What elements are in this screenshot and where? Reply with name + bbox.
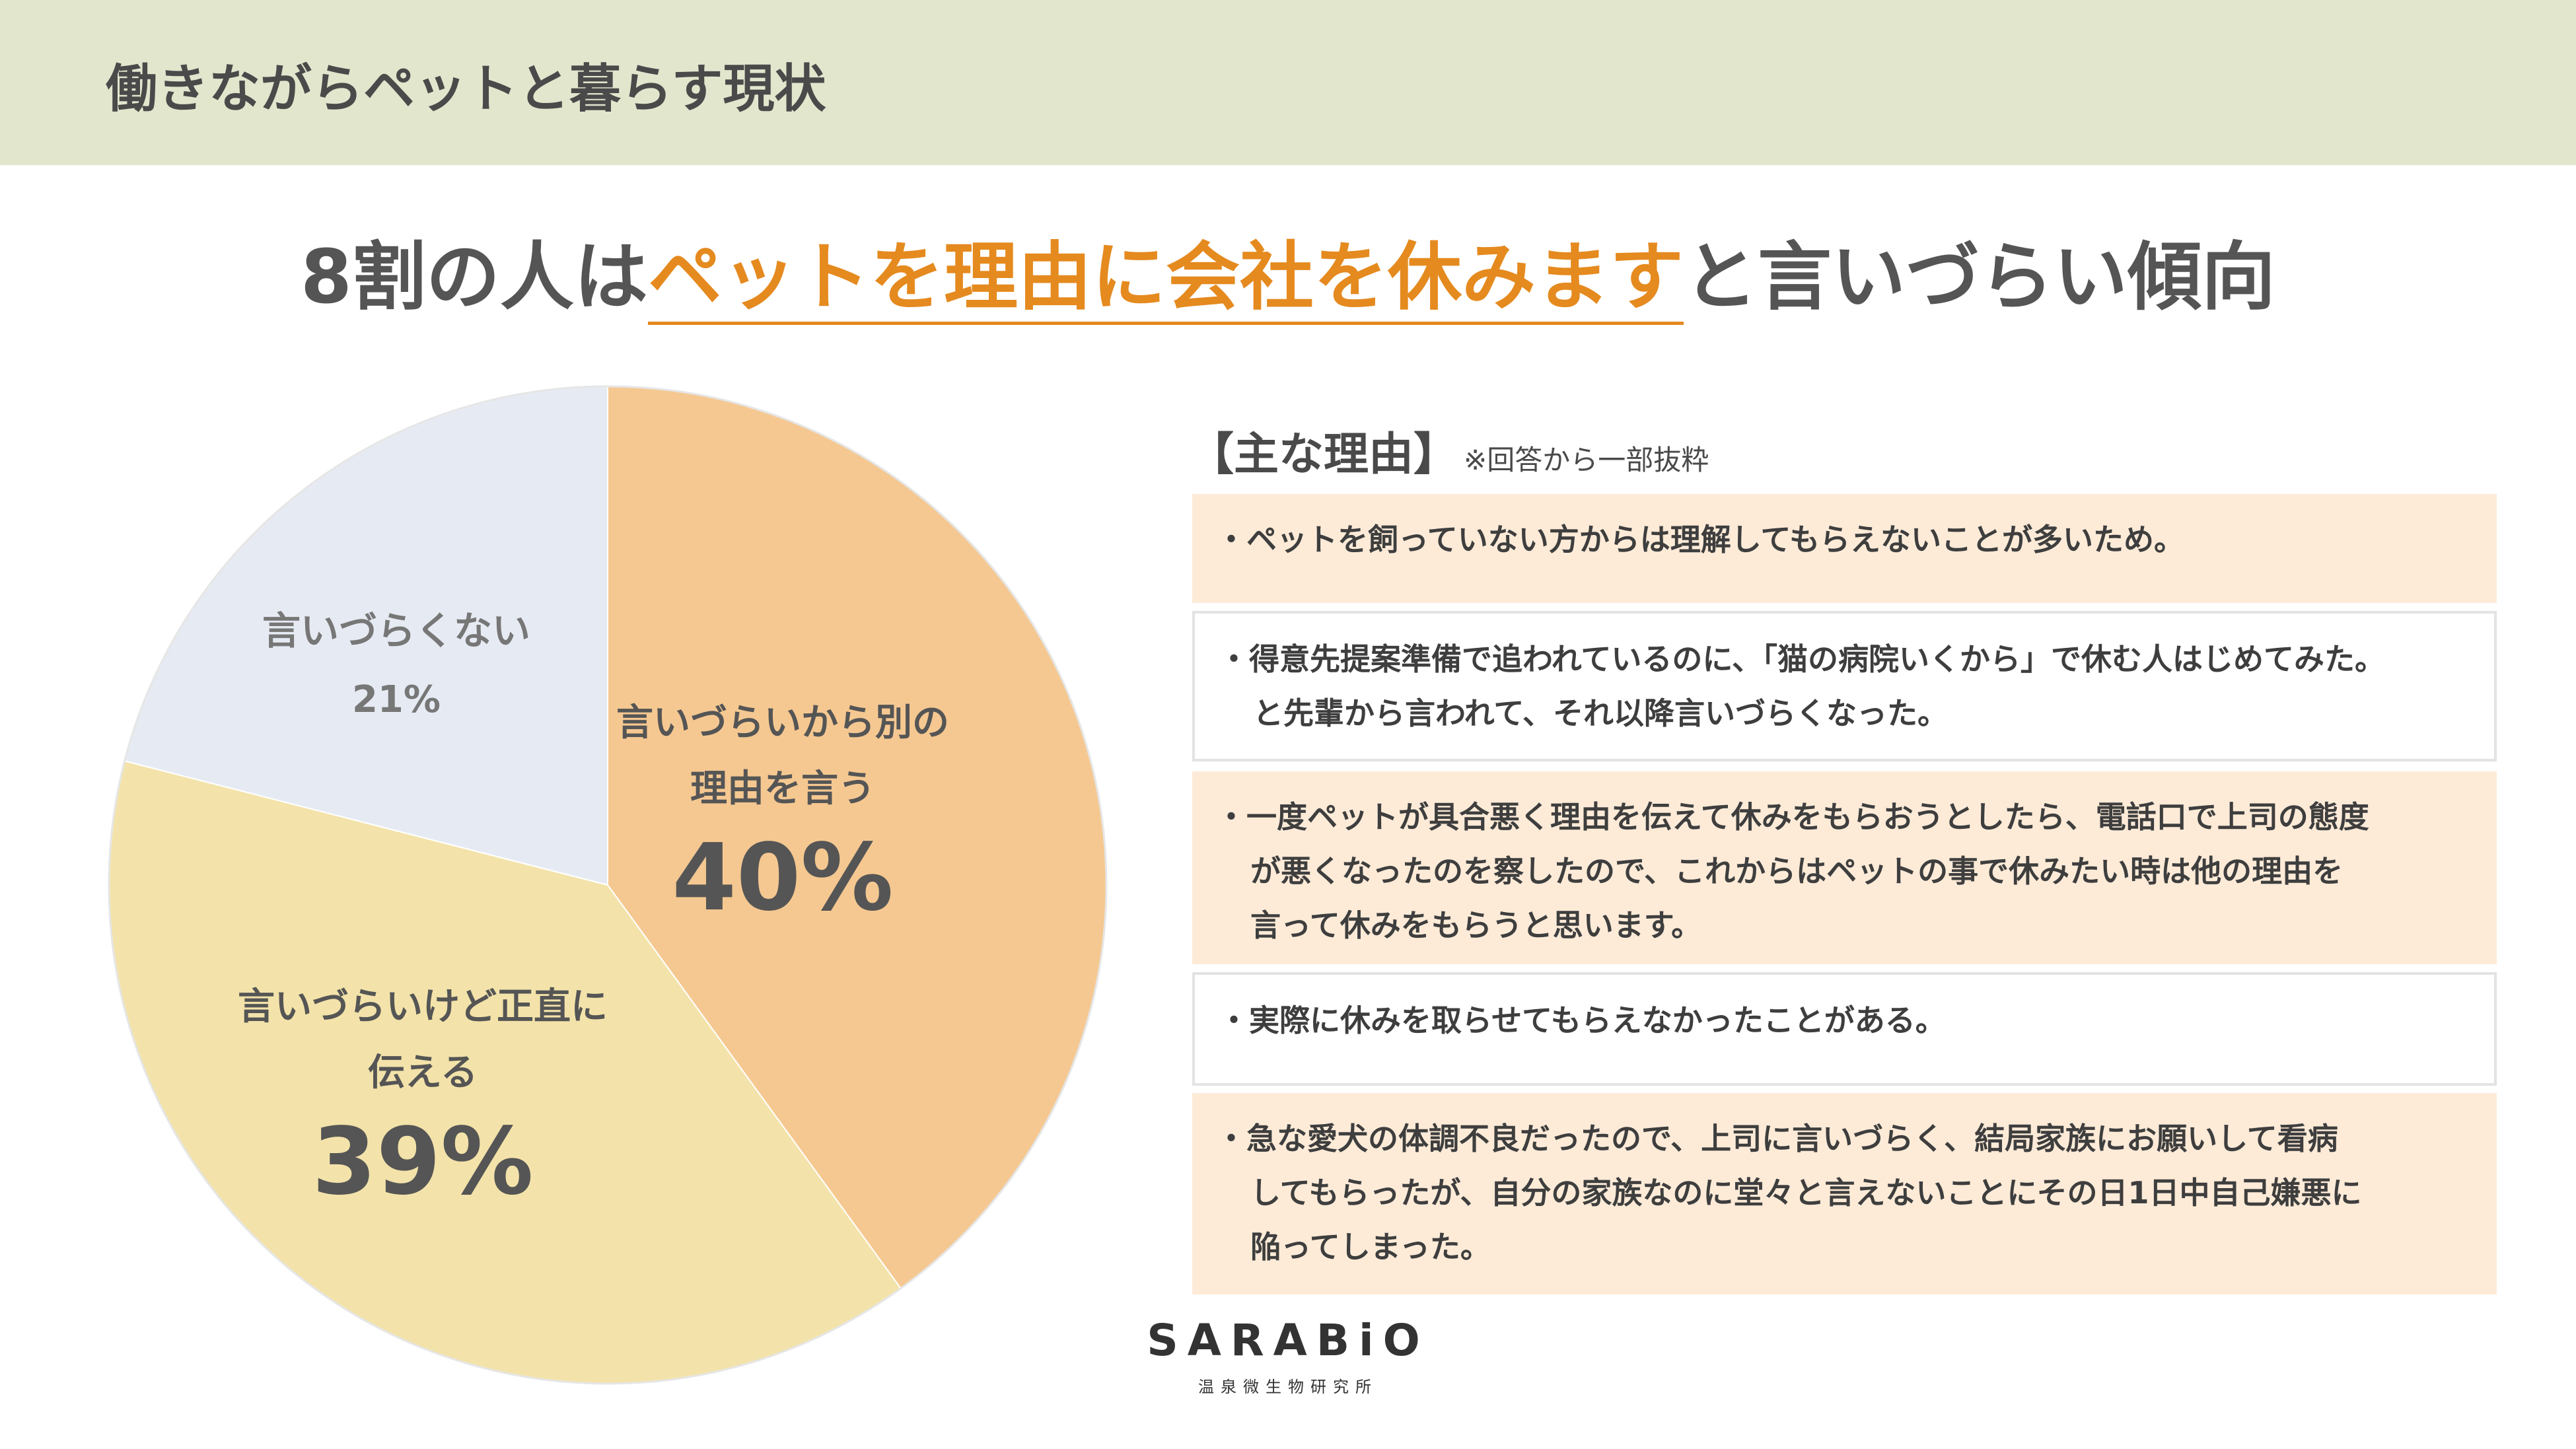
slice-value-label: 21% — [351, 678, 441, 721]
reason-item: ・急な愛犬の体調不良だったので、上司に言いづらく、結局家族にお願いして看病 して… — [1192, 1093, 2497, 1294]
slice-label-not-difficult: 言いづらくない 21% — [225, 594, 568, 733]
reason-line: してもらったが、自分の家族なのに堂々と言えないことにその日1日中自己嫌悪に — [1250, 1175, 2362, 1211]
reason-item: ・ペットを飼っていない方からは理解してもらえないことが多いため。 — [1192, 494, 2497, 603]
logo-brand: SARABiO — [1147, 1315, 1429, 1366]
slice-label-other-reason: 言いづらいから別の 理由を言う 40% — [616, 687, 949, 938]
reason-item: ・得意先提案準備で追われているのに、「猫の病院いくから」で休む人はじめてみた。 … — [1192, 611, 2497, 761]
slice-value-label: 39% — [312, 1108, 534, 1216]
pie-outline — [108, 385, 1108, 1385]
page-title: 働きながらペットと暮らす現状 — [106, 59, 826, 119]
slice-label-text: 理由を言う — [690, 767, 875, 810]
headline-highlight: ペットを理由に会社を休みます — [647, 234, 1684, 325]
slice-label-honest: 言いづらいけど正直に 伝える 39% — [238, 971, 608, 1222]
header-band: 働きながらペットと暮らす現状 — [0, 0, 2576, 165]
slice-value-label: 40% — [672, 824, 894, 932]
reason-item: ・一度ペットが具合悪く理由を伝えて休みをもらおうとしたら、電話口で上司の態度 が… — [1192, 771, 2497, 964]
reason-line: ・一度ペットが具合悪く理由を伝えて休みをもらおうとしたら、電話口で上司の態度 — [1216, 799, 2369, 835]
slice-label-text: 言いづらくない — [262, 608, 530, 653]
reason-line: と先輩から言われて、それ以降言いづらくなった。 — [1253, 695, 1949, 731]
slice-label-text: 言いづらいから別の — [616, 701, 949, 744]
reason-line: ・実際に休みを取らせてもらえなかったことがある。 — [1219, 1003, 1946, 1038]
slice-label-text: 言いづらいけど正直に — [238, 985, 608, 1028]
reasons-title: 【主な理由】 — [1189, 429, 1459, 481]
logo-subtitle: 温泉微生物研究所 — [1198, 1378, 1378, 1396]
reason-line: ・ペットを飼っていない方からは理解してもらえないことが多いため。 — [1216, 522, 2185, 557]
reason-item: ・実際に休みを取らせてもらえなかったことがある。 — [1192, 972, 2497, 1086]
reason-line: ・得意先提案準備で追われているのに、「猫の病院いくから」で休む人はじめてみた。 — [1219, 641, 2385, 677]
reason-line: ・急な愛犬の体調不良だったので、上司に言いづらく、結局家族にお願いして看病 — [1216, 1121, 2338, 1156]
reason-line: が悪くなったのを察したので、これからはペットの事で休みたい時は他の理由を — [1250, 853, 2343, 889]
slice-label-text: 伝える — [367, 1051, 478, 1094]
reasons-note: ※回答から一部抜粋 — [1464, 444, 1709, 476]
headline-prefix: 8割の人は — [301, 234, 648, 320]
headline-suffix: と言いづらい傾向 — [1683, 234, 2275, 320]
sarabio-logo: SARABiO 温泉微生物研究所 — [1123, 1314, 1453, 1400]
reason-line: 言って休みをもらうと思います。 — [1250, 907, 1702, 943]
reasons-heading: 【主な理由】 ※回答から一部抜粋 — [1189, 417, 1709, 483]
reason-line: 陥ってしまった。 — [1250, 1229, 1491, 1265]
headline: 8割の人はペットを理由に会社を休みますと言いづらい傾向 — [0, 231, 2576, 325]
